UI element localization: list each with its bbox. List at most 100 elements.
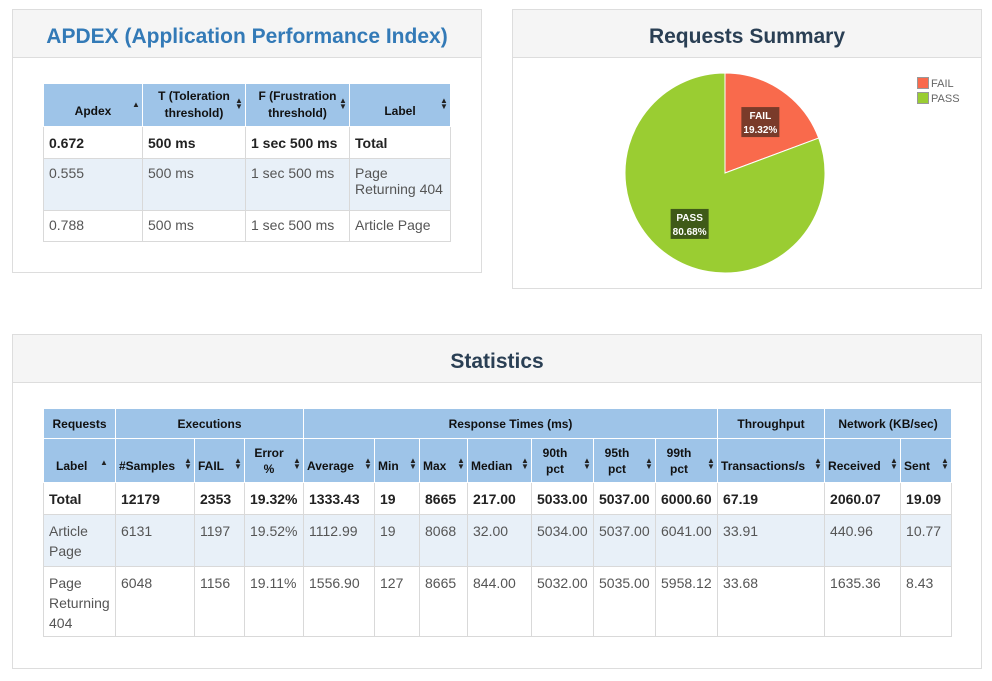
requests-summary-panel: Requests Summary FAIL 19.32% PASS 80.68% FA… bbox=[512, 9, 982, 289]
table-cell: 5035.00 bbox=[593, 566, 657, 637]
table-row: 0.555 500 ms 1 sec 500 ms Page Returning… bbox=[43, 158, 451, 211]
pie-label-value-fail: 19.32% bbox=[743, 125, 777, 136]
statistics-table: Requests Executions Response Times (ms) … bbox=[43, 408, 953, 637]
table-cell: 6000.60 bbox=[655, 482, 719, 515]
group-network: Network (KB/sec) bbox=[824, 408, 953, 439]
table-cell: 5958.12 bbox=[655, 566, 719, 637]
stats-header-95th-pct[interactable]: 95th pct ▲ ▼ bbox=[593, 438, 657, 483]
stats-header-received[interactable]: Received ▲ ▼ bbox=[824, 438, 902, 483]
sort-both-icon: ▲ ▼ bbox=[814, 456, 822, 471]
legend-item-pass[interactable]: PASS bbox=[917, 92, 960, 107]
apdex-table: Apdex ▲ T (Toleration threshold) ▲ ▼ F (Fru… bbox=[43, 83, 451, 242]
apdex-header-label[interactable]: Label ▲ ▼ bbox=[349, 83, 451, 127]
pie-label-name-pass: PASS bbox=[676, 213, 703, 224]
requests-summary-title: Requests Summary bbox=[513, 10, 981, 58]
table-cell: 19.32% bbox=[243, 482, 305, 515]
table-cell: 10.77 bbox=[900, 514, 953, 567]
table-cell: 5037.00 bbox=[593, 514, 657, 567]
stats-header-transactions[interactable]: Transactions/s ▲ ▼ bbox=[717, 438, 826, 483]
table-cell: 440.96 bbox=[824, 514, 902, 567]
table-cell: 1156 bbox=[194, 566, 245, 637]
stats-header-average[interactable]: Average ▲ ▼ bbox=[303, 438, 376, 483]
pie-label-box-fail bbox=[741, 107, 780, 138]
table-row: Total 12179 2353 19.32% 1333.43 19 8665 217.00 5… bbox=[43, 482, 953, 515]
sort-both-icon: ▲ ▼ bbox=[293, 456, 301, 471]
table-cell: 844.00 bbox=[467, 566, 533, 637]
sort-both-icon: ▲ ▼ bbox=[234, 456, 242, 471]
group-executions: Executions bbox=[114, 408, 305, 439]
table-cell: 5033.00 bbox=[531, 482, 595, 515]
table-cell: Page Returning 404 bbox=[43, 566, 116, 637]
table-cell: 1635.36 bbox=[824, 566, 902, 637]
legend-item-fail[interactable]: FAIL bbox=[917, 77, 960, 92]
apdex-panel: APDEX (Application Performance Index) Ap… bbox=[12, 9, 482, 273]
stats-header-median[interactable]: Median ▲ ▼ bbox=[467, 438, 533, 483]
sort-both-icon: ▲ ▼ bbox=[339, 96, 347, 111]
table-cell: 32.00 bbox=[467, 514, 533, 567]
table-cell: 217.00 bbox=[467, 482, 533, 515]
table-cell: 1556.90 bbox=[303, 566, 376, 637]
table-cell: 19.52% bbox=[243, 514, 305, 567]
table-cell: 19.09 bbox=[900, 482, 953, 515]
table-cell: 2353 bbox=[194, 482, 245, 515]
table-cell: 1197 bbox=[194, 514, 245, 567]
group-throughput: Throughput bbox=[717, 408, 826, 439]
stats-header-label[interactable]: Label ▲ bbox=[43, 438, 116, 483]
stats-header-99th-pct[interactable]: 99th pct ▲ ▼ bbox=[655, 438, 719, 483]
stats-header-max[interactable]: Max ▲ ▼ bbox=[419, 438, 469, 483]
table-cell: 5037.00 bbox=[593, 482, 657, 515]
statistics-title: Statistics bbox=[13, 335, 981, 383]
table-cell: 67.19 bbox=[717, 482, 826, 515]
apdex-title: APDEX (Application Performance Index) bbox=[13, 10, 481, 58]
sort-both-icon: ▲ ▼ bbox=[583, 456, 591, 471]
pie-label-value-pass: 80.68% bbox=[673, 227, 707, 238]
table-cell: 1333.43 bbox=[303, 482, 376, 515]
table-cell: 5032.00 bbox=[531, 566, 595, 637]
apdex-header-toleration[interactable]: T (Toleration threshold) ▲ ▼ bbox=[142, 83, 246, 127]
table-cell: 8665 bbox=[419, 482, 469, 515]
apdex-header-frustration[interactable]: F (Frustration threshold) ▲ ▼ bbox=[245, 83, 350, 127]
table-cell: 33.91 bbox=[717, 514, 826, 567]
stats-header-90th-pct[interactable]: 90th pct ▲ ▼ bbox=[531, 438, 595, 483]
pie-label-box-pass bbox=[670, 208, 709, 239]
table-cell: 5034.00 bbox=[531, 514, 595, 567]
sort-both-icon: ▲ ▼ bbox=[409, 456, 417, 471]
sort-both-icon: ▲ ▼ bbox=[364, 456, 372, 471]
table-cell: Article Page bbox=[43, 514, 116, 567]
table-cell: 19.11% bbox=[243, 566, 305, 637]
table-row: Page Returning 404 6048 1156 19.11% 1556.90 1… bbox=[43, 566, 953, 637]
stats-header-min[interactable]: Min ▲ ▼ bbox=[374, 438, 421, 483]
sort-both-icon: ▲ ▼ bbox=[941, 456, 949, 471]
stats-header-error-pct[interactable]: Error % ▲ ▼ bbox=[243, 438, 305, 483]
stats-header-fail[interactable]: FAIL ▲ ▼ bbox=[194, 438, 245, 483]
group-response-times: Response Times (ms) bbox=[303, 408, 719, 439]
statistics-panel: Statistics Requests Executions Response … bbox=[12, 334, 982, 669]
apdex-header-apdex[interactable]: Apdex ▲ bbox=[43, 83, 143, 127]
sort-both-icon: ▲ ▼ bbox=[440, 96, 448, 111]
table-cell: 2060.07 bbox=[824, 482, 902, 515]
table-cell: Total bbox=[43, 482, 116, 515]
table-row: Article Page 6131 1197 19.52% 1112.99 19 8068 3… bbox=[43, 514, 953, 567]
stats-header-sent[interactable]: Sent ▲ ▼ bbox=[900, 438, 953, 483]
table-cell: 127 bbox=[374, 566, 421, 637]
group-requests: Requests bbox=[43, 408, 116, 439]
table-cell: 6041.00 bbox=[655, 514, 719, 567]
pie-label-name-fail: FAIL bbox=[750, 111, 772, 122]
sort-both-icon: ▲ ▼ bbox=[457, 456, 465, 471]
sort-both-icon: ▲ ▼ bbox=[645, 456, 653, 471]
sort-asc-icon: ▲ bbox=[132, 100, 140, 109]
stats-header-samples[interactable]: #Samples ▲ ▼ bbox=[115, 438, 195, 483]
pie-legend: FAIL PASS bbox=[917, 77, 960, 107]
pass-swatch-icon bbox=[917, 92, 929, 104]
requests-pie-chart: FAIL 19.32% PASS 80.68% bbox=[624, 72, 826, 274]
table-cell: 8068 bbox=[419, 514, 469, 567]
table-cell: 12179 bbox=[115, 482, 195, 515]
table-cell: 33.68 bbox=[717, 566, 826, 637]
table-cell: 6131 bbox=[115, 514, 195, 567]
table-cell: 8665 bbox=[419, 566, 469, 637]
fail-swatch-icon bbox=[917, 77, 929, 89]
sort-asc-icon: ▲ bbox=[100, 458, 108, 467]
table-row: 0.672 500 ms 1 sec 500 ms Total bbox=[43, 126, 451, 159]
table-cell: 8.43 bbox=[900, 566, 953, 637]
sort-both-icon: ▲ ▼ bbox=[890, 456, 898, 471]
